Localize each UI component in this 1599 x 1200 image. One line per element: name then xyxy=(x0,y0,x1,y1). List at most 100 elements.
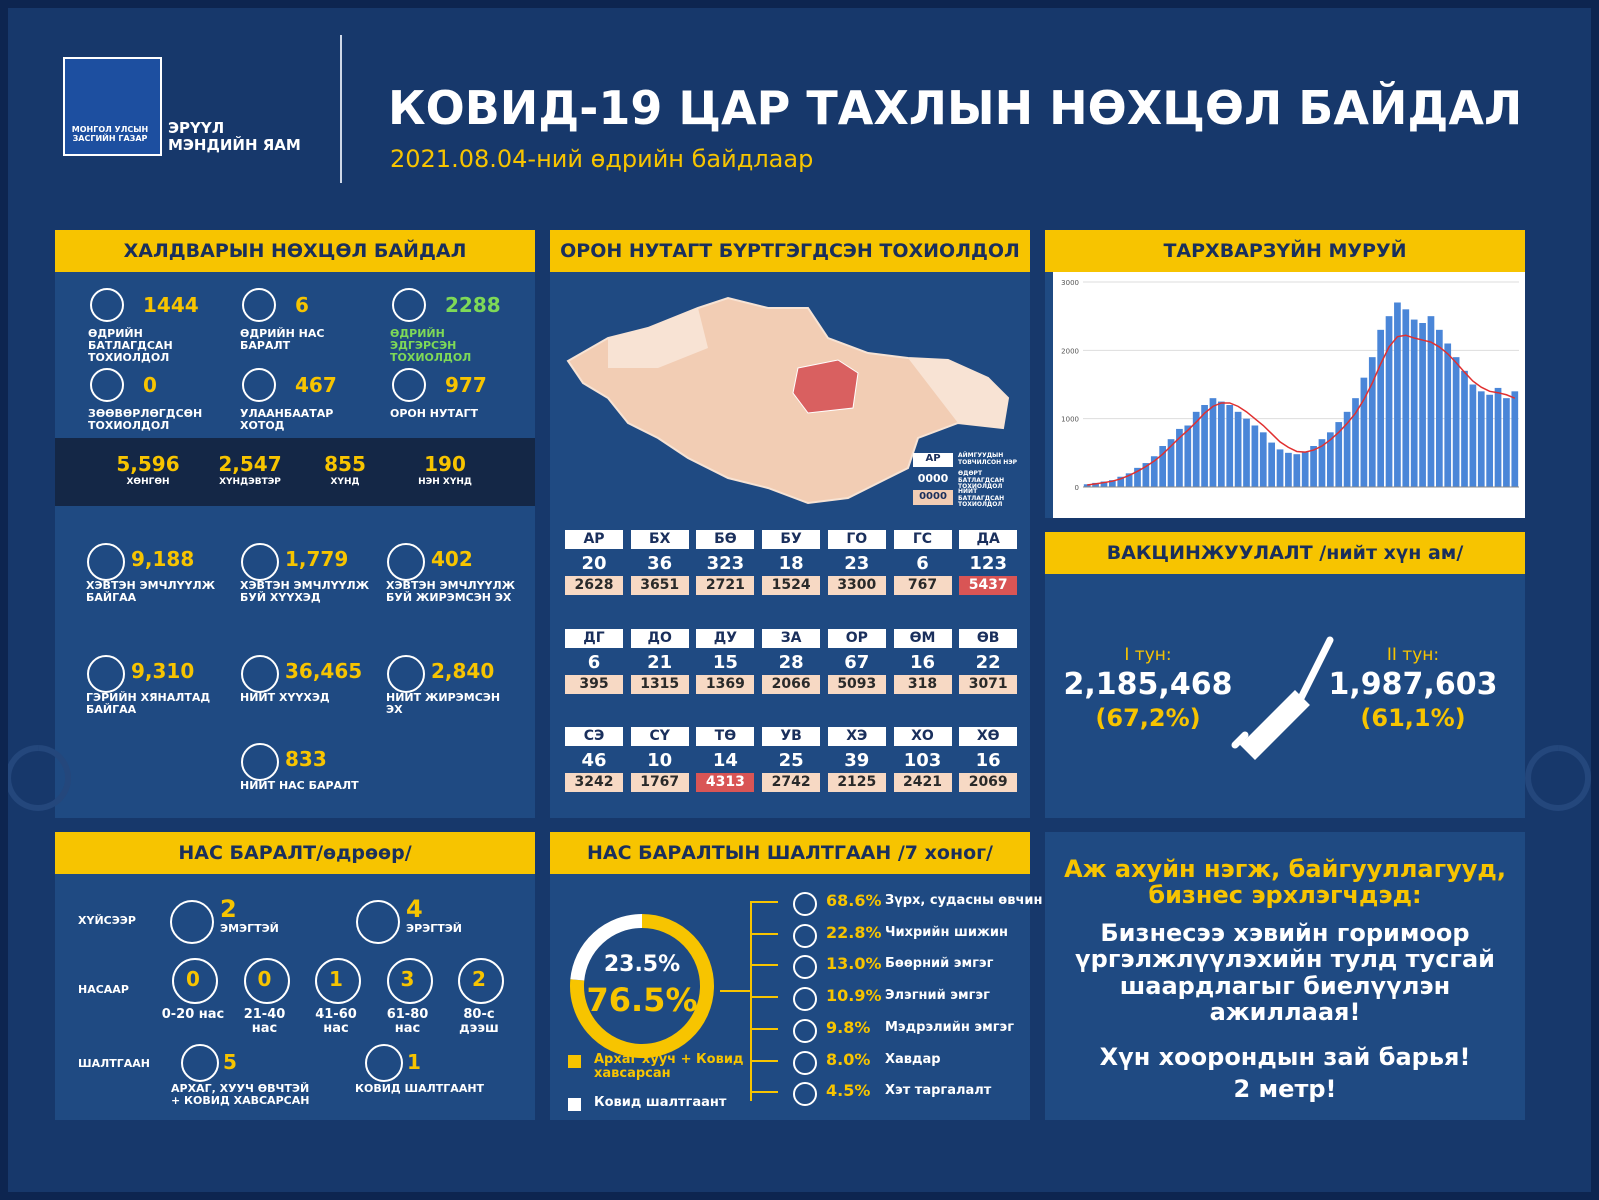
care-label: НИЙТ НАС БАРАЛТ xyxy=(240,779,359,792)
aimag-daily: 18 xyxy=(778,553,804,574)
bar xyxy=(1268,442,1276,487)
bracket xyxy=(750,1027,778,1030)
icon xyxy=(793,923,817,948)
bar xyxy=(1209,398,1217,487)
care-value: 9,310 xyxy=(131,659,195,683)
aimag-code: ГС xyxy=(893,530,952,550)
cause-name: Мэдрэлийн эмгэг xyxy=(885,1019,1015,1035)
aimag-total: 1767 xyxy=(630,773,689,793)
icon xyxy=(90,368,124,402)
aimag-code: БХ xyxy=(630,530,689,550)
aimag-total: 2125 xyxy=(827,773,886,793)
icon xyxy=(793,955,817,980)
bar xyxy=(1108,480,1116,487)
divider xyxy=(340,35,342,183)
aimag-total: 2421 xyxy=(893,773,952,793)
care-label: ХЭВТЭН ЭМЧЛҮҮЛЖ БУЙ ЖИРЭМСЭН ЭХ xyxy=(386,579,516,605)
icon xyxy=(387,543,425,581)
aimag-code: ТӨ xyxy=(696,727,755,747)
bar xyxy=(1503,398,1510,487)
bar xyxy=(1184,425,1192,487)
dose-pct: (67,2%) xyxy=(1095,704,1201,732)
care-value: 833 xyxy=(285,747,327,771)
aimag-daily: 36 xyxy=(647,553,673,574)
aimag-total: 767 xyxy=(893,576,952,596)
bar xyxy=(1444,343,1452,487)
aimag-total: 3651 xyxy=(630,576,689,596)
dose-label: II тун: xyxy=(1386,645,1440,665)
bar xyxy=(1461,370,1468,487)
stat-label: УЛААНБААТАР ХОТОД xyxy=(240,407,334,433)
icon xyxy=(170,900,214,944)
stat-value: 2288 xyxy=(445,293,501,317)
aimag-total: 2721 xyxy=(696,576,755,596)
icon xyxy=(87,543,125,581)
bar xyxy=(1167,439,1175,487)
age-circle xyxy=(315,958,361,1004)
bar xyxy=(1318,439,1326,487)
aimag-daily: 103 xyxy=(903,750,942,771)
panel-title: ХАЛДВАРЫН НӨХЦӨЛ БАЙДАЛ xyxy=(55,230,535,272)
aimag-daily: 21 xyxy=(647,651,673,673)
icon xyxy=(181,1044,219,1082)
icon xyxy=(241,543,279,581)
legend-label: Ковид шалтгаант xyxy=(594,1095,727,1110)
aimag-code: СЭ xyxy=(565,727,623,747)
aimag-code: ГО xyxy=(827,530,886,550)
panel: НАС БАРАЛТЫН ШАЛТГААН /7 хоног/ xyxy=(550,832,1030,1120)
aimag-code: ХО xyxy=(893,727,952,747)
cause-name: Хавдар xyxy=(885,1051,941,1067)
bar xyxy=(1243,418,1250,487)
aimag-code: БУ xyxy=(762,530,821,550)
age-circle xyxy=(386,958,433,1004)
donut-segment xyxy=(570,914,714,1058)
bar xyxy=(1452,357,1460,487)
stat-value: 0 xyxy=(143,373,157,397)
icon xyxy=(365,1044,403,1082)
icon xyxy=(387,655,425,693)
bar xyxy=(1134,467,1141,487)
subtitle: 2021.08.04-ний өдрийн байдлаар xyxy=(390,145,814,173)
logo xyxy=(63,57,162,156)
map-layer xyxy=(8,296,1591,811)
map-region-hot xyxy=(792,359,859,414)
care-label: ГЭРИЙН ХЯНАЛТАД БАЙГАА xyxy=(86,691,211,717)
age-circle xyxy=(172,958,218,1004)
message-distance: Хүн хоорондын зай барья! xyxy=(1099,1043,1471,1071)
legend-desc: ӨДӨРТ БАТЛАГДСАН ТОХИОЛДОЛ xyxy=(958,470,1005,491)
sex-label: ЭРЭГТЭЙ xyxy=(406,922,462,935)
care-value: 9,188 xyxy=(131,547,195,571)
bracket xyxy=(750,901,778,903)
aimag-daily: 46 xyxy=(581,750,607,771)
bar xyxy=(1293,454,1301,487)
care-value: 2,840 xyxy=(431,659,495,683)
aimag-total: 2069 xyxy=(959,773,1018,793)
severity-value: 855 xyxy=(324,452,366,476)
ministry: ЭРҮҮЛ МЭНДИЙН ЯАМ xyxy=(168,119,301,154)
care-label: НИЙТ ЖИРЭМСЭН ЭХ xyxy=(386,691,501,717)
bar xyxy=(1494,387,1502,487)
panel: ОРОН НУТАГТ БҮРТГЭГДСЭН ТОХИОЛДОЛ xyxy=(550,230,1030,818)
bar xyxy=(1285,452,1292,487)
icon xyxy=(241,655,279,693)
icon xyxy=(793,1082,817,1107)
bar xyxy=(1419,323,1426,487)
aimag-daily: 323 xyxy=(706,553,745,574)
aimag-code: ОР xyxy=(827,628,886,648)
severity-value: 2,547 xyxy=(218,452,282,476)
dose-value: 1,987,603 xyxy=(1328,667,1498,702)
icon xyxy=(392,368,426,402)
severity-value: 190 xyxy=(424,452,466,476)
curve-chart: 0 1000 2000 3000 xyxy=(1061,279,1519,492)
bar xyxy=(1394,302,1401,487)
bar xyxy=(1100,481,1108,487)
cause-name: Хэт таргалалт xyxy=(885,1083,992,1099)
donut-chart xyxy=(570,914,714,1058)
aimag-daily: 14 xyxy=(712,750,738,771)
bracket xyxy=(750,901,752,1101)
bar xyxy=(1469,384,1477,487)
aimag-total: 3300 xyxy=(827,576,886,596)
message-meters: 2 метр! xyxy=(1233,1075,1337,1103)
syringe xyxy=(1231,636,1334,760)
